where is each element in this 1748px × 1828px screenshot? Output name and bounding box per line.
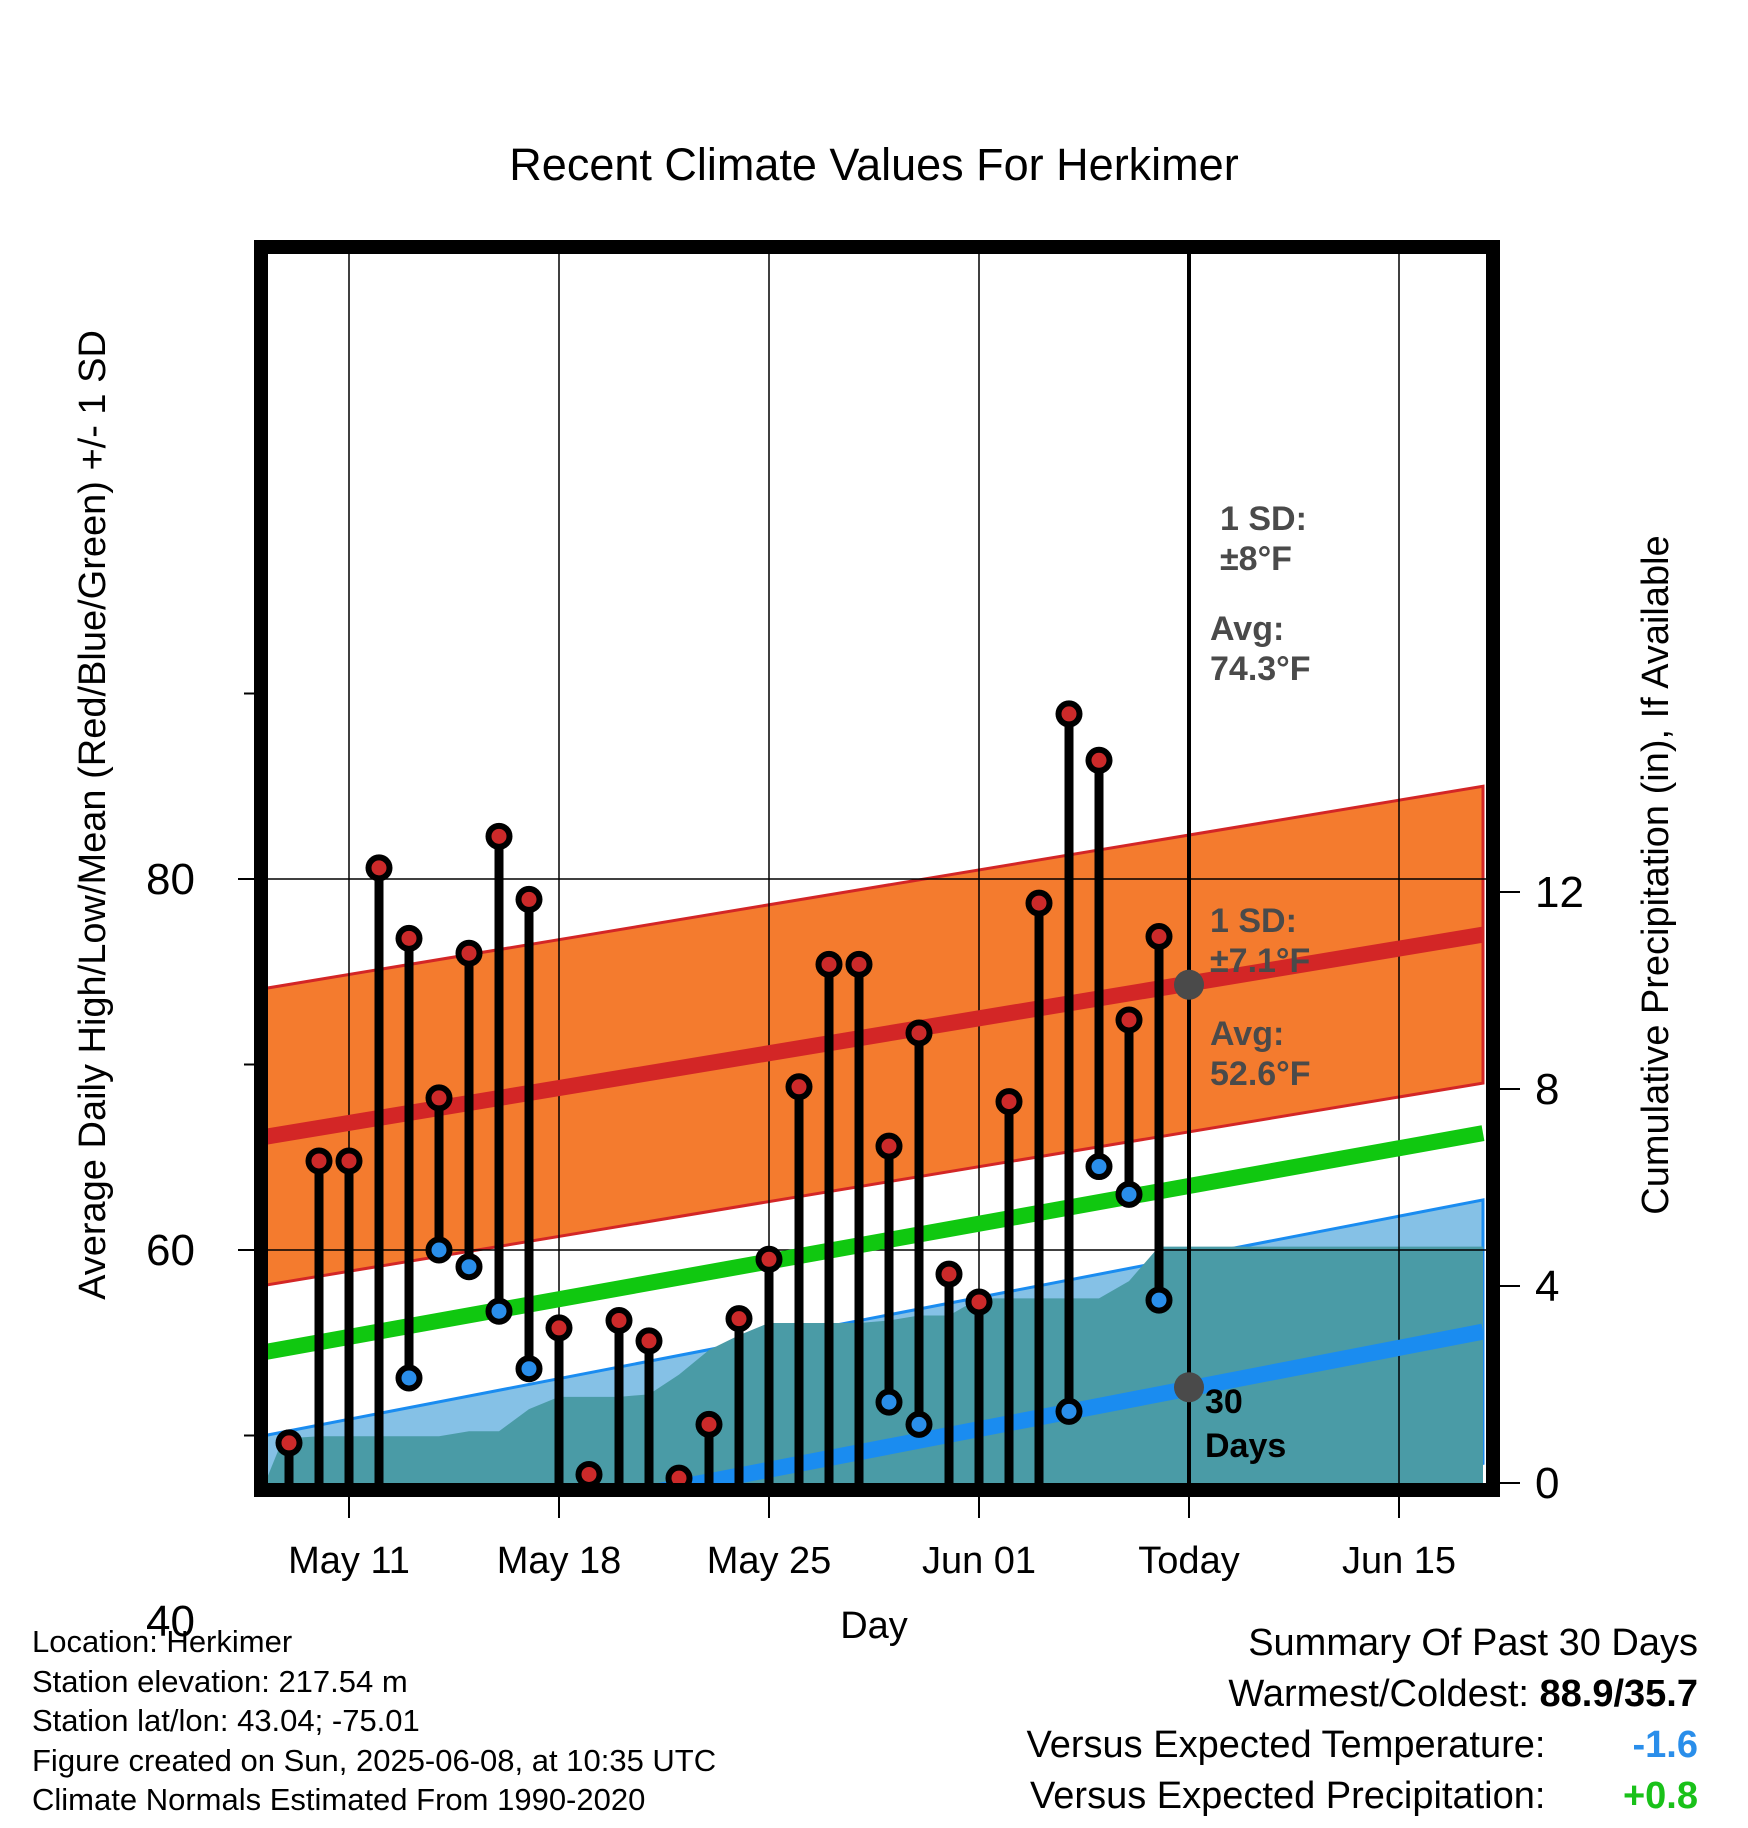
- low-point: [905, 1410, 933, 1438]
- temp-anomaly-value: -1.6: [1632, 1724, 1698, 1766]
- high-point: [365, 854, 393, 882]
- x-tick-label: Jun 01: [922, 1540, 1036, 1582]
- high-point: [1085, 746, 1113, 774]
- low-point: [515, 1355, 543, 1383]
- period-annotation: 30 Days: [1205, 1383, 1286, 1465]
- precip-anomaly-value: +0.8: [1622, 1775, 1698, 1817]
- low-point: [669, 1562, 690, 1583]
- high-point: [275, 1429, 303, 1457]
- low-point: [639, 1551, 660, 1572]
- low-point: [1145, 1286, 1173, 1314]
- x-tick-label: May 18: [497, 1540, 622, 1582]
- y-axis-label-right: Cumulative Precipitation (in), If Availa…: [1635, 535, 1677, 1214]
- x-tick-label: May 25: [707, 1540, 832, 1582]
- low-point: [1115, 1180, 1143, 1208]
- normals-text: Climate Normals Estimated From 1990-2020: [32, 1782, 646, 1817]
- high-point: [905, 1019, 933, 1047]
- y-tick-label-right: 4: [1535, 1262, 1559, 1311]
- low-point: [875, 1388, 903, 1416]
- y-tick-label-left: 40: [146, 1597, 195, 1646]
- x-tick-label: Jun 15: [1342, 1540, 1456, 1582]
- low-sd-annotation: 1 SD: ±7.1°F: [1210, 902, 1310, 980]
- y-tick-label-right: 0: [1535, 1459, 1559, 1508]
- high-avg-annotation: Avg: 74.3°F: [1210, 610, 1311, 688]
- low-point: [425, 1236, 453, 1264]
- low-point: [549, 1520, 570, 1541]
- plot-interior: [268, 254, 1486, 1615]
- high-point: [785, 1073, 813, 1101]
- high-point: [755, 1245, 783, 1273]
- low-point: [395, 1364, 423, 1392]
- high-point: [695, 1410, 723, 1438]
- warmest-coldest-value: 88.9/35.7: [1539, 1673, 1698, 1715]
- y-tick-label-right: 8: [1535, 1065, 1559, 1114]
- high-point: [815, 950, 843, 978]
- summary-temp: Versus Expected Temperature: -1.6: [1027, 1720, 1698, 1771]
- summary-precip: Versus Expected Precipitation: +0.8: [1027, 1771, 1698, 1822]
- high-point: [515, 885, 543, 913]
- high-point: [545, 1314, 573, 1342]
- low-point: [729, 1503, 750, 1524]
- high-point: [935, 1260, 963, 1288]
- high-avg-marker: [1174, 969, 1204, 1000]
- plot-frame: [254, 240, 1500, 1497]
- high-point: [635, 1327, 663, 1355]
- elevation-text: Station elevation: 217.54 m: [32, 1663, 408, 1699]
- low-point: [609, 1594, 630, 1615]
- y-tick-label-left: 60: [146, 1226, 195, 1275]
- low-point: [1055, 1397, 1083, 1425]
- low-point: [455, 1253, 483, 1281]
- low-point: [939, 1505, 960, 1526]
- low-avg-annotation: Avg: 52.6°F: [1210, 1015, 1311, 1093]
- high-point: [485, 822, 513, 850]
- summary-heading: Summary Of Past 30 Days: [1248, 1622, 1698, 1664]
- x-tick-label: Today: [1138, 1540, 1239, 1582]
- high-point: [455, 939, 483, 967]
- high-point: [965, 1288, 993, 1316]
- latlon-text: Station lat/lon: 43.04; -75.01: [32, 1703, 420, 1738]
- y-tick-label-left: 80: [146, 855, 195, 904]
- x-axis-label: Day: [840, 1605, 908, 1647]
- high-point: [1115, 1006, 1143, 1034]
- high-point: [1055, 700, 1083, 728]
- created-text: Figure created on Sun, 2025-06-08, at 10…: [32, 1742, 717, 1778]
- temp-anomaly-label: Versus Expected Temperature:: [1026, 1724, 1546, 1766]
- y-axis-label-left: Average Daily High/Low/Mean (Red/Blue/Gr…: [72, 330, 114, 1300]
- high-point: [875, 1132, 903, 1160]
- high-point: [395, 924, 423, 952]
- summary-panel: Summary Of Past 30 Days Warmest/Coldest:…: [1027, 1618, 1698, 1822]
- location-text: Location: Herkimer: [32, 1624, 293, 1659]
- high-sd-annotation: 1 SD: ±8°F: [1220, 500, 1307, 578]
- plot-area: 1 SD: ±8°F Avg: 74.3°F 1 SD: ±7.1°F Avg: 52.6°F…: [146, 240, 1584, 1646]
- y-tick-label-right: 12: [1535, 868, 1584, 917]
- high-point: [665, 1464, 693, 1483]
- high-point: [845, 950, 873, 978]
- station-info: Location: Herkimer Station elevation: 21…: [32, 1622, 716, 1820]
- high-point: [335, 1147, 363, 1175]
- low-avg-marker: [1174, 1372, 1204, 1403]
- warmest-coldest-label: Warmest/Coldest:: [1228, 1673, 1529, 1715]
- precip-area: [268, 1246, 1483, 1483]
- high-point: [1025, 889, 1053, 917]
- low-point: [1085, 1153, 1113, 1181]
- low-point: [485, 1297, 513, 1325]
- high-point: [425, 1084, 453, 1112]
- chart-title: Recent Climate Values For Herkimer: [509, 139, 1238, 190]
- low-point: [849, 1503, 870, 1524]
- x-tick-label: May 11: [288, 1540, 410, 1582]
- high-point: [605, 1306, 633, 1334]
- summary-warmest-coldest: Warmest/Coldest: 88.9/35.7: [1027, 1669, 1698, 1720]
- high-point: [995, 1088, 1023, 1116]
- high-point: [725, 1305, 753, 1333]
- mean-avg-line: [268, 1125, 1485, 1360]
- high-point: [575, 1460, 603, 1483]
- low-avg-line: [658, 1323, 1485, 1483]
- low-point: [819, 1590, 840, 1611]
- high-point: [305, 1147, 333, 1175]
- precip-anomaly-label: Versus Expected Precipitation:: [1030, 1775, 1546, 1817]
- high-point: [1145, 923, 1173, 951]
